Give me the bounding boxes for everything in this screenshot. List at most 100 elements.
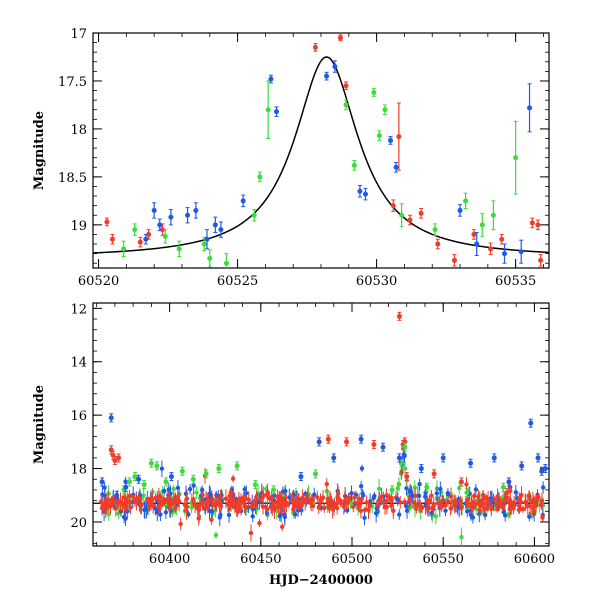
y-tick-label: 17 — [70, 27, 87, 42]
red-data-point — [209, 517, 214, 523]
red-data-point — [488, 246, 494, 252]
red-data-point — [374, 502, 380, 508]
blue-data-point — [168, 474, 174, 480]
blue-data-point — [226, 512, 232, 518]
green-data-point — [424, 484, 430, 490]
blue-data-point — [151, 207, 157, 213]
green-data-point — [432, 227, 438, 233]
red-data-point — [379, 494, 384, 499]
red-data-point — [382, 505, 388, 510]
red-data-point — [435, 501, 441, 506]
red-data-point — [200, 492, 205, 498]
red-data-point — [195, 503, 200, 509]
green-data-point — [201, 241, 207, 247]
red-data-point — [316, 505, 322, 510]
blue-data-point — [218, 512, 223, 518]
red-data-point — [540, 515, 545, 520]
red-data-point — [137, 239, 143, 245]
red-data-point — [345, 499, 351, 505]
red-data-point — [384, 493, 389, 498]
blue-data-point — [185, 212, 191, 218]
red-data-point — [520, 506, 526, 512]
green-data-point — [463, 198, 469, 204]
red-data-point — [489, 504, 494, 510]
red-data-point — [228, 502, 233, 508]
green-data-point — [399, 212, 405, 218]
blue-data-point — [403, 503, 409, 509]
green-data-point — [171, 486, 176, 492]
blue-data-point — [360, 491, 365, 496]
blue-data-point — [114, 492, 120, 498]
green-data-point — [351, 162, 357, 168]
red-data-point — [257, 520, 262, 526]
red-data-point — [148, 501, 154, 507]
blue-data-point — [312, 492, 317, 497]
red-data-point — [214, 500, 219, 505]
blue-data-point — [438, 486, 443, 492]
red-data-point — [261, 492, 266, 498]
red-data-point — [538, 257, 544, 263]
y-tick-label: 12 — [70, 302, 87, 317]
blue-data-point — [143, 236, 149, 242]
red-data-point — [132, 499, 138, 505]
red-data-point — [426, 505, 432, 511]
blue-data-point — [397, 512, 402, 517]
x-tick-label: 60530 — [356, 274, 397, 289]
red-data-point — [223, 496, 229, 501]
blue-data-point — [417, 482, 422, 487]
blue-data-point — [123, 484, 129, 490]
blue-data-point — [440, 455, 446, 461]
red-data-point — [351, 504, 356, 510]
red-data-point — [399, 470, 404, 475]
x-tick-label: 60550 — [423, 552, 464, 567]
x-tick-label: 60535 — [495, 274, 536, 289]
red-data-point — [445, 499, 451, 504]
red-data-point — [156, 494, 162, 499]
blue-data-point — [298, 474, 304, 480]
red-data-point — [264, 492, 270, 498]
red-data-point — [104, 219, 110, 225]
blue-data-point — [518, 249, 524, 255]
green-data-point — [376, 133, 382, 139]
x-tick-label: 60500 — [331, 552, 372, 567]
blue-data-point — [401, 454, 407, 459]
blue-data-point — [506, 479, 512, 485]
blue-data-point — [395, 497, 401, 502]
x-tick-label: 60520 — [78, 274, 119, 289]
red-data-point — [320, 495, 326, 500]
red-data-point — [448, 494, 454, 499]
red-data-point — [128, 505, 133, 510]
blue-data-point — [362, 515, 367, 521]
red-data-point — [337, 35, 343, 41]
green-data-point — [162, 233, 168, 239]
green-data-point — [389, 487, 395, 493]
red-data-point — [503, 497, 508, 503]
green-data-point — [459, 534, 464, 540]
red-data-point — [200, 501, 205, 506]
green-data-point — [456, 485, 462, 491]
blue-data-point — [443, 508, 448, 513]
red-data-point — [101, 504, 107, 509]
red-data-point — [196, 507, 202, 512]
blue-data-point — [274, 109, 280, 115]
red-data-point — [492, 497, 497, 502]
red-data-point — [499, 236, 505, 242]
red-data-point — [511, 506, 516, 511]
red-data-point — [466, 496, 471, 501]
red-data-point — [138, 504, 143, 509]
blue-data-point — [519, 463, 525, 469]
red-data-point — [312, 44, 318, 50]
red-data-point — [325, 500, 331, 505]
red-data-point — [358, 508, 364, 513]
x-tick-label: 60525 — [217, 274, 258, 289]
red-data-point — [315, 495, 320, 500]
blue-data-point — [187, 486, 193, 492]
red-data-point — [275, 500, 280, 506]
green-data-point — [141, 482, 147, 488]
red-data-point — [396, 134, 402, 140]
red-data-point — [371, 442, 377, 448]
blue-data-point — [468, 460, 474, 466]
blue-data-point — [491, 455, 497, 461]
blue-data-point — [244, 490, 249, 496]
green-data-point — [234, 463, 240, 469]
